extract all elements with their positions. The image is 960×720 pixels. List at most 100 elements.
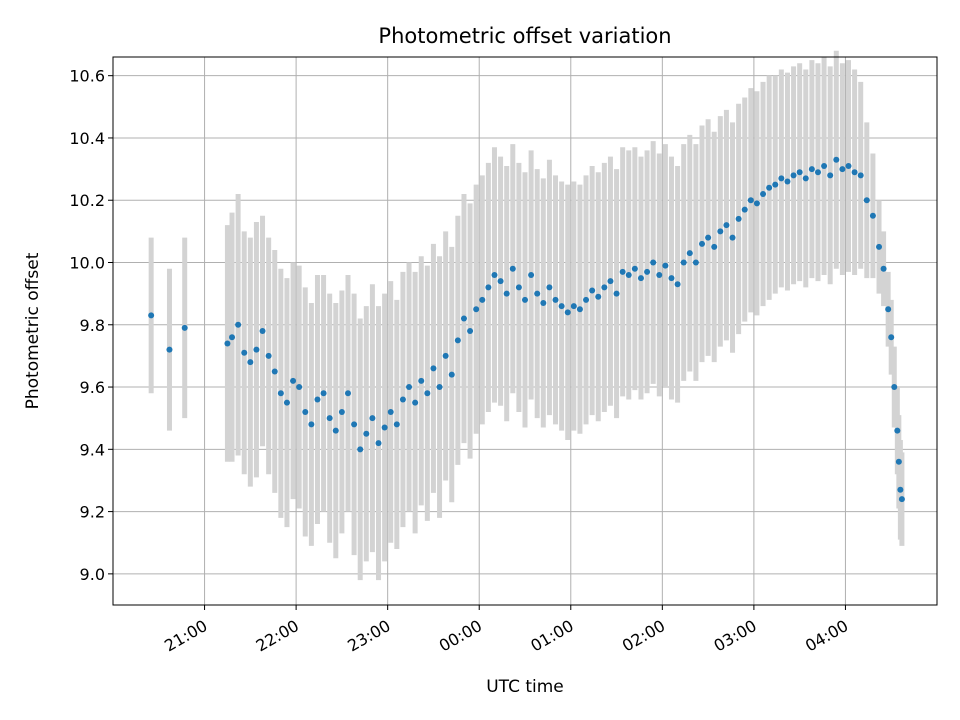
data-point: [891, 384, 898, 391]
data-point: [509, 265, 516, 272]
data-point: [320, 390, 327, 397]
data-point: [631, 265, 638, 272]
data-point: [619, 268, 626, 275]
y-tick-label: 9.8: [80, 316, 105, 335]
data-point: [351, 421, 358, 428]
data-point: [381, 424, 388, 431]
data-point: [625, 271, 632, 278]
data-point: [583, 296, 590, 303]
y-axis-ticks: 9.0 9.2 9.4 9.6 9.8 10.0 10.2 10.4 10.6: [69, 67, 113, 584]
data-point: [747, 197, 754, 204]
y-tick-label: 10.0: [69, 254, 105, 273]
data-point: [528, 271, 535, 278]
data-point: [375, 440, 382, 447]
data-point: [540, 299, 547, 306]
y-tick-label: 10.6: [69, 67, 105, 86]
data-point: [880, 265, 887, 272]
data-point: [668, 275, 675, 282]
data-points: [148, 156, 905, 503]
data-point: [503, 290, 510, 297]
data-point: [570, 303, 577, 310]
data-point: [876, 243, 883, 250]
data-point: [888, 334, 895, 341]
data-point: [589, 287, 596, 294]
data-point: [814, 169, 821, 176]
data-point: [729, 234, 736, 241]
data-point: [760, 191, 767, 197]
data-point: [778, 175, 785, 182]
data-point: [898, 496, 905, 503]
data-point: [833, 156, 840, 163]
data-point: [467, 328, 474, 334]
data-point: [802, 175, 809, 182]
chart-title: Photometric offset variation: [378, 24, 671, 48]
data-point: [485, 284, 492, 291]
data-point: [576, 306, 583, 313]
data-point: [772, 181, 779, 188]
data-point: [454, 337, 461, 344]
data-point: [369, 415, 376, 422]
data-point: [692, 259, 699, 266]
data-point: [894, 427, 901, 434]
data-point: [308, 421, 315, 428]
data-point: [442, 352, 449, 359]
y-tick-label: 9.6: [80, 378, 105, 397]
data-point: [601, 284, 608, 291]
data-point: [277, 390, 284, 397]
data-point: [181, 324, 188, 331]
data-point: [863, 197, 870, 204]
data-point: [790, 172, 797, 179]
data-point: [674, 281, 681, 288]
data-point: [699, 240, 706, 247]
data-point: [473, 306, 480, 313]
data-point: [784, 178, 791, 185]
data-point: [686, 250, 693, 257]
data-point: [460, 315, 467, 322]
y-tick-label: 9.4: [80, 440, 105, 459]
data-point: [662, 262, 669, 269]
data-point: [552, 296, 559, 303]
data-point: [235, 321, 242, 328]
data-point: [656, 271, 663, 278]
data-point: [479, 296, 486, 303]
data-point: [522, 296, 528, 303]
data-point: [766, 184, 773, 191]
data-point: [290, 377, 297, 384]
data-point: [387, 408, 394, 415]
data-point: [344, 390, 351, 397]
data-point: [326, 415, 333, 422]
data-point: [705, 234, 712, 241]
data-point: [637, 275, 644, 282]
data-point: [418, 377, 425, 384]
data-point: [224, 340, 231, 347]
data-point: [491, 271, 498, 278]
x-axis-label: UTC time: [486, 677, 564, 697]
data-point: [735, 215, 742, 222]
data-point: [515, 284, 522, 291]
data-point: [448, 371, 455, 378]
data-point: [406, 384, 413, 391]
data-point: [534, 290, 541, 297]
data-point: [363, 430, 370, 437]
data-point: [247, 359, 254, 366]
data-point: [497, 278, 504, 285]
y-tick-label: 9.2: [80, 503, 105, 522]
data-point: [338, 408, 345, 415]
data-point: [857, 172, 864, 179]
data-point: [741, 206, 748, 213]
data-point: [357, 446, 364, 453]
data-point: [259, 328, 266, 334]
data-point: [399, 396, 406, 403]
data-point: [302, 408, 309, 415]
data-point: [253, 346, 260, 353]
data-point: [558, 303, 565, 310]
y-tick-label: 10.4: [69, 129, 105, 148]
data-point: [283, 399, 290, 406]
data-point: [845, 162, 852, 169]
data-point: [546, 284, 553, 291]
data-point: [166, 346, 173, 353]
data-point: [839, 166, 846, 173]
data-point: [897, 486, 904, 493]
data-point: [723, 222, 730, 229]
data-point: [895, 458, 902, 465]
